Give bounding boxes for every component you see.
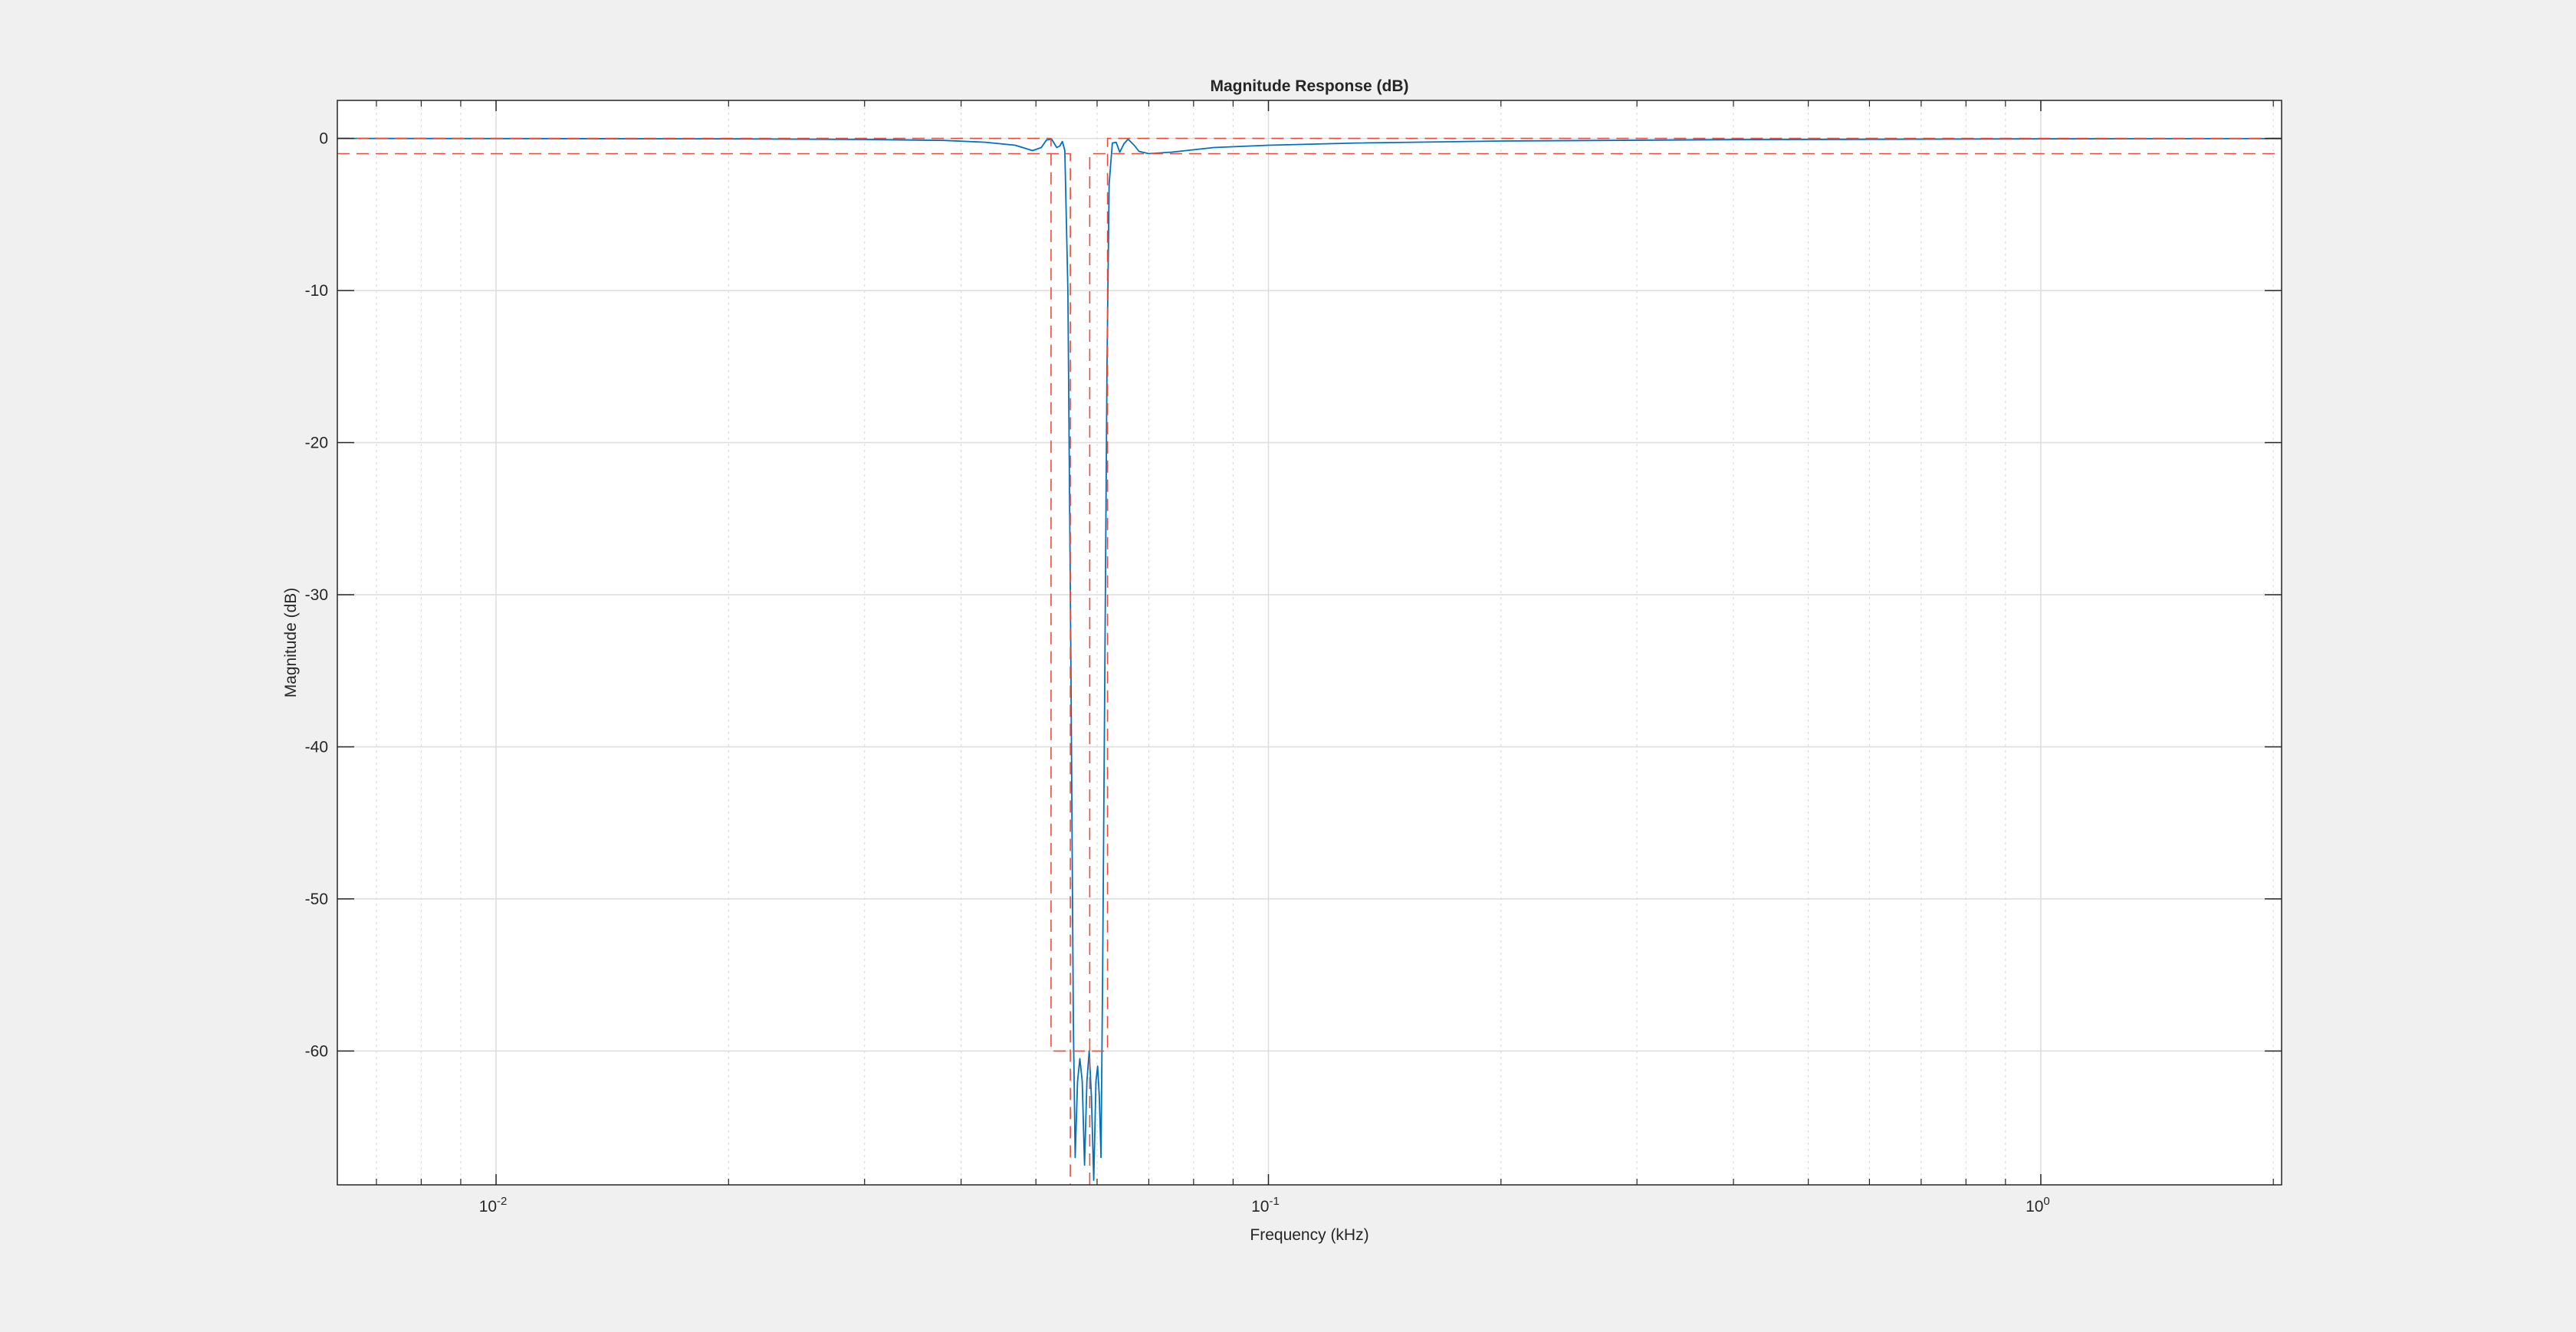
y-tick-label: -20: [305, 435, 328, 452]
upper-bound-mask-line: [337, 137, 2282, 1052]
x-axis-label: Frequency (kHz): [1250, 1226, 1368, 1244]
y-tick-label: -30: [305, 586, 328, 604]
x-tick-label: 10-1: [1251, 1195, 1280, 1216]
lower-bound-mask-line: [337, 153, 2282, 1185]
axis-ticks: 10-2 10-1 100 0 -10 -20 -30 -40 -50 -60: [305, 100, 2282, 1216]
y-tick-label: 0: [319, 130, 328, 148]
y-tick-label: -40: [305, 738, 328, 756]
magnitude-response-line: [337, 137, 2282, 1181]
grid: [337, 100, 2282, 1185]
x-tick-label: 100: [2026, 1195, 2050, 1216]
plot-area[interactable]: [337, 100, 2282, 1185]
y-tick-label: -10: [305, 282, 328, 300]
plot-lines: [337, 137, 2282, 1185]
y-axis-label: Magnitude (dB): [282, 588, 300, 698]
y-tick-label: -50: [305, 891, 328, 908]
chart-title: Magnitude Response (dB): [1210, 77, 1408, 95]
axes-frame: [337, 100, 2282, 1186]
y-tick-label: -60: [305, 1042, 328, 1060]
x-tick-label: 10-2: [479, 1195, 508, 1216]
